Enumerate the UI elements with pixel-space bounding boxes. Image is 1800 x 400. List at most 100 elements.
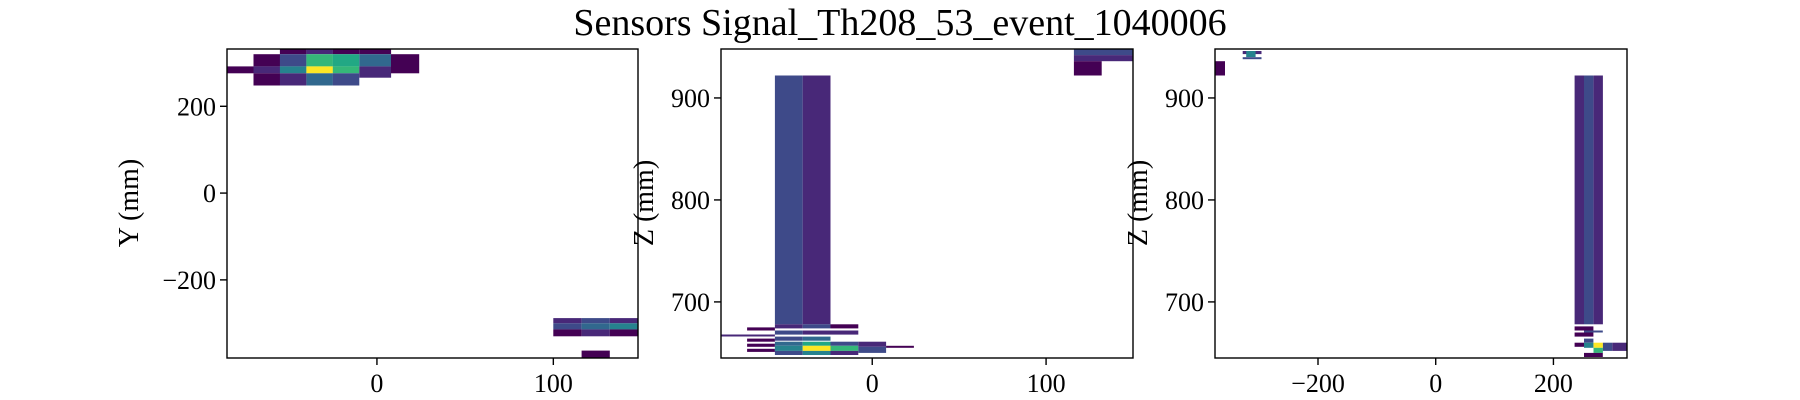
panel-xz: 0 100 900 800 700 Z (mm)	[629, 48, 1134, 398]
panel-yz: −200 0 200 900 800 700 Z (mm)	[1123, 48, 1628, 398]
panel-xy-ytick-label-0: 200	[177, 92, 216, 121]
panel-xz-cells	[721, 49, 1133, 355]
panel-yz-cell-5	[1584, 75, 1594, 325]
panel-xy-cell-1	[253, 54, 280, 67]
panel-yz-cell-4	[1574, 75, 1584, 325]
panel-yz-cell-16	[1612, 342, 1627, 351]
panel-xz-cell-16	[802, 341, 831, 346]
panel-yz-ylabel: Z (mm)	[1123, 160, 1154, 246]
panel-yz-xtick-label-1: 0	[1429, 369, 1442, 398]
panel-xy-cell-28	[609, 329, 638, 337]
panel-yz-cell-14	[1593, 347, 1603, 353]
panel-xy-cell-9	[306, 54, 333, 67]
panel-xy-cell-26	[609, 318, 638, 324]
panel-xz-cell-21	[830, 341, 859, 346]
panel-xz-cell-8	[774, 330, 803, 335]
panel-xy-cell-3	[253, 73, 280, 86]
panel-xz-cell-24	[858, 341, 887, 347]
panel-xy-cell-19	[391, 54, 420, 74]
panel-xz-ylabel: Z (mm)	[629, 160, 660, 246]
panel-xz-cell-4	[747, 338, 775, 342]
panel-xz-cell-6	[747, 348, 775, 352]
panel-yz-cell-10	[1574, 342, 1584, 347]
panel-xz-cell-19	[830, 324, 859, 329]
panel-yz-ytick-label-2: 700	[1165, 288, 1204, 317]
panel-xz-cell-0	[774, 75, 803, 325]
panel-xz-frame	[720, 48, 1134, 359]
panel-xz-ytick-label-1: 800	[671, 186, 710, 215]
panel-xz-cell-27	[1073, 49, 1133, 56]
panel-xz-cell-9	[774, 336, 803, 341]
panel-yz-cell-15	[1602, 342, 1613, 351]
panel-xz-cell-20	[830, 330, 859, 335]
panel-yz-cell-6	[1593, 75, 1603, 325]
panel-xy-cell-16	[359, 49, 392, 55]
panel-yz-cell-3	[1242, 57, 1262, 60]
panel-xz-ticks: 0 100 900 800 700	[671, 84, 1066, 398]
panel-yz-cell-2	[1246, 51, 1256, 58]
panel-xz-cell-2	[721, 334, 775, 337]
panel-xz-cell-29	[1073, 61, 1102, 76]
panel-yz-cells	[1215, 51, 1627, 357]
panel-xy-cell-15	[332, 73, 360, 86]
panel-yz-cell-13	[1593, 342, 1603, 348]
panel-xy-frame	[226, 48, 639, 359]
panel-xy-cell-27	[609, 323, 638, 330]
panel-xy-ticks: 0 100 200 0 −200	[162, 92, 573, 398]
panel-xy-cell-8	[306, 49, 333, 55]
panel-xz-cell-14	[802, 330, 831, 335]
panel-xz-ytick-label-0: 900	[671, 84, 710, 113]
panel-xy-cells	[227, 49, 638, 358]
panel-yz-cell-9	[1584, 330, 1603, 333]
panel-yz-cell-0	[1215, 61, 1225, 76]
panel-xy-xtick-label-1: 100	[534, 369, 573, 398]
panel-yz-xtick-label-0: −200	[1291, 369, 1345, 398]
panel-xz-xtick-label-0: 0	[866, 369, 879, 398]
panel-xz-cell-11	[774, 345, 803, 351]
panel-xz-cell-5	[747, 343, 775, 347]
panel-xy-cell-22	[553, 329, 582, 337]
panel-yz-cell-8	[1574, 332, 1594, 337]
panel-xy-cell-4	[279, 49, 307, 55]
panel-xy-cell-7	[279, 73, 307, 86]
panel-xz-cell-28	[1073, 55, 1133, 62]
panel-xz-cell-15	[802, 336, 831, 341]
panel-xy-cell-21	[553, 323, 582, 330]
panel-yz-xtick-label-2: 200	[1534, 369, 1573, 398]
panel-xz-xtick-label-1: 100	[1027, 369, 1066, 398]
panel-xy-cell-12	[332, 49, 360, 55]
panel-xy-cell-10	[306, 66, 333, 74]
panel-yz-ytick-label-1: 800	[1165, 186, 1204, 215]
panel-xy-cell-23	[581, 318, 610, 324]
panel-xz-cell-12	[774, 350, 803, 355]
panel-xy-cell-13	[332, 54, 360, 67]
panel-yz-ticks: −200 0 200 900 800 700	[1165, 84, 1573, 398]
panel-xz-cell-18	[802, 350, 831, 355]
panel-xz-cell-23	[830, 350, 859, 355]
panel-yz-cell-12	[1584, 342, 1594, 348]
panel-xz-cell-7	[774, 324, 803, 329]
panel-xy-ytick-label-1: 0	[203, 179, 216, 208]
panel-xy-cell-6	[279, 66, 307, 74]
panel-xy: 0 100 200 0 −200 Y (mm)	[114, 48, 639, 398]
panel-xy-xtick-label-0: 0	[370, 369, 383, 398]
panel-xz-cell-13	[802, 324, 831, 329]
panel-xz-ytick-label-2: 700	[671, 288, 710, 317]
panel-xz-cell-17	[802, 345, 831, 351]
panel-yz-cell-11	[1584, 338, 1594, 343]
figure-title: Sensors Signal_Th208_53_event_1040006	[573, 2, 1226, 44]
panel-xy-cell-0	[227, 66, 254, 74]
panel-xy-cell-18	[359, 66, 392, 78]
panel-xz-cell-22	[830, 345, 859, 351]
panel-xz-cell-3	[747, 327, 775, 331]
panel-yz-cell-7	[1574, 326, 1594, 331]
panel-xy-cell-2	[253, 66, 280, 74]
panel-xy-cell-24	[581, 323, 610, 330]
panel-xy-cell-25	[581, 329, 610, 337]
panel-xy-ylabel: Y (mm)	[114, 159, 145, 247]
panel-yz-frame	[1214, 48, 1628, 359]
panel-xy-cell-14	[332, 66, 360, 74]
panel-xy-cell-20	[553, 318, 582, 324]
panel-xz-cell-25	[858, 346, 887, 353]
